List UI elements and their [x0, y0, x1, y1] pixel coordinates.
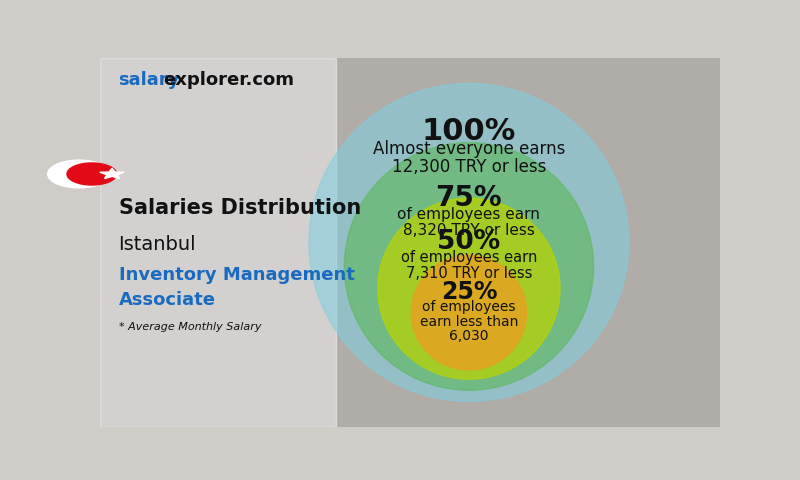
Ellipse shape: [344, 143, 594, 390]
Text: 12,300 TRY or less: 12,300 TRY or less: [392, 157, 546, 176]
Text: of employees earn: of employees earn: [401, 250, 537, 265]
Text: 50%: 50%: [438, 229, 501, 255]
Text: Istanbul: Istanbul: [118, 235, 196, 254]
Text: salary: salary: [118, 71, 180, 88]
Circle shape: [67, 163, 117, 185]
Text: 100%: 100%: [422, 117, 516, 146]
Text: of employees: of employees: [422, 300, 516, 314]
Text: explorer.com: explorer.com: [163, 71, 294, 88]
Bar: [100, 58, 336, 427]
Text: 6,030: 6,030: [449, 329, 489, 343]
Text: 8,320 TRY or less: 8,320 TRY or less: [403, 223, 535, 238]
Polygon shape: [100, 168, 124, 179]
Circle shape: [48, 160, 110, 188]
Text: 25%: 25%: [441, 280, 497, 304]
Text: Almost everyone earns: Almost everyone earns: [373, 140, 565, 158]
Text: * Average Monthly Salary: * Average Monthly Salary: [118, 322, 261, 332]
Text: Salaries Distribution: Salaries Distribution: [118, 198, 361, 218]
Ellipse shape: [411, 255, 526, 370]
Text: of employees earn: of employees earn: [398, 207, 540, 222]
Text: 75%: 75%: [435, 184, 502, 212]
Text: earn less than: earn less than: [420, 314, 518, 328]
Text: 7,310 TRY or less: 7,310 TRY or less: [406, 265, 532, 281]
Ellipse shape: [309, 84, 629, 401]
Ellipse shape: [378, 198, 560, 379]
Text: Inventory Management
Associate: Inventory Management Associate: [118, 266, 354, 310]
